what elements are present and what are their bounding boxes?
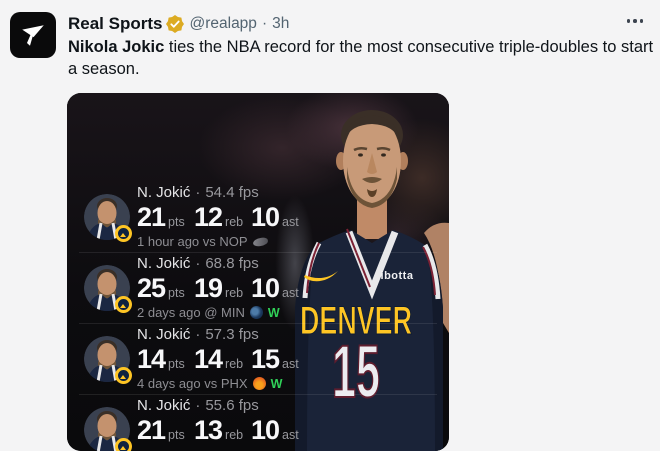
player-photo-jokic: ibotta DENVER 15 [295, 110, 449, 451]
stat-row-3: N. Jokić · 57.3 fps 14 pts 14 reb 15 ast 4 … [67, 323, 449, 394]
nuggets-logo-icon [115, 295, 132, 313]
game-meta: 4 days ago vs PHX [137, 376, 248, 391]
game-meta: 1 hour ago vs NOP [137, 234, 248, 249]
author-name[interactable]: Real Sports [68, 14, 163, 33]
stat-row-content: N. Jokić · 54.4 fps 21 pts 12 reb 10 ast 1 … [137, 184, 308, 249]
stat-row-1: N. Jokić · 54.4 fps 21 pts 12 reb 10 ast 1 … [67, 181, 449, 252]
meta-separator: · [261, 15, 268, 32]
dot-separator: · [195, 397, 201, 414]
assists-unit: ast [282, 357, 299, 371]
stats-list: N. Jokić · 54.4 fps 21 pts 12 reb 10 ast 1 … [67, 181, 449, 451]
points-value: 21 [137, 202, 166, 232]
rebounds-value: 13 [194, 415, 223, 445]
rebounds-value: 14 [194, 344, 223, 374]
player-avatar [84, 193, 132, 242]
pelicans-logo-icon [252, 236, 269, 247]
nuggets-logo-icon [115, 437, 132, 451]
rebounds-unit: reb [225, 357, 244, 371]
player-name: N. Jokić [137, 184, 191, 201]
points-unit: pts [168, 428, 185, 442]
assists-unit: ast [282, 428, 299, 442]
post-text-bold: Nikola Jokic [68, 38, 165, 56]
assists-value: 10 [251, 273, 280, 303]
game-result: W [270, 376, 283, 391]
rebounds-unit: reb [225, 215, 244, 229]
player-name: N. Jokić [137, 326, 191, 343]
jersey-team-wordmark: DENVER [300, 299, 412, 343]
assists-value: 10 [251, 202, 280, 232]
player-avatar [84, 406, 132, 451]
nuggets-logo-icon [115, 366, 132, 384]
more-options-button[interactable] [624, 16, 647, 26]
assists-unit: ast [282, 286, 299, 300]
rebounds-unit: reb [225, 428, 244, 442]
points-value: 21 [137, 415, 166, 445]
post-header: Real Sports @realapp · 3h [68, 13, 289, 35]
stat-row-content: N. Jokić · 68.8 fps 25 pts 19 reb 10 ast 2 … [137, 255, 308, 320]
nike-swoosh-icon [304, 271, 338, 282]
more-ellipsis-icon [626, 19, 630, 23]
suns-logo-icon [252, 377, 266, 390]
fantasy-points: 57.3 fps [205, 326, 259, 343]
post-text: Nikola Jokic ties the NBA record for the… [68, 36, 656, 80]
author-handle[interactable]: @realapp [189, 15, 257, 32]
points-unit: pts [168, 357, 185, 371]
rebounds-value: 12 [194, 202, 223, 232]
gold-verified-badge-icon [166, 15, 185, 33]
real-app-logo-icon [22, 25, 44, 46]
jersey-number: 15 [332, 330, 380, 413]
game-result: W [267, 305, 280, 320]
points-unit: pts [168, 286, 185, 300]
points-unit: pts [168, 215, 185, 229]
rebounds-value: 19 [194, 273, 223, 303]
assists-value: 10 [251, 415, 280, 445]
timberwolves-logo-icon [249, 306, 263, 319]
author-avatar[interactable] [10, 12, 56, 58]
stat-row-4: N. Jokić · 55.6 fps 21 pts 13 reb 10 ast [67, 394, 449, 451]
game-meta: 2 days ago @ MIN [137, 305, 245, 320]
player-avatar [84, 264, 132, 313]
fantasy-points: 68.8 fps [205, 255, 259, 272]
post-text-rest: ties the NBA record for the most consecu… [68, 38, 654, 78]
player-name: N. Jokić [137, 255, 191, 272]
author-meta[interactable]: @realapp · 3h [189, 15, 289, 33]
stat-row-content: N. Jokić · 57.3 fps 14 pts 14 reb 15 ast 4 … [137, 326, 308, 391]
player-avatar [84, 335, 132, 384]
player-name: N. Jokić [137, 397, 191, 414]
media-image-card[interactable]: ibotta DENVER 15 [67, 93, 449, 451]
points-value: 14 [137, 344, 166, 374]
nuggets-logo-icon [115, 224, 132, 242]
assists-unit: ast [282, 215, 299, 229]
dot-separator: · [195, 255, 201, 272]
fantasy-points: 55.6 fps [205, 397, 259, 414]
dot-separator: · [195, 184, 201, 201]
rebounds-unit: reb [225, 286, 244, 300]
dot-separator: · [195, 326, 201, 343]
more-ellipsis-icon [639, 19, 643, 23]
jersey-sponsor-text: ibotta [381, 270, 414, 282]
points-value: 25 [137, 273, 166, 303]
fantasy-points: 54.4 fps [205, 184, 259, 201]
assists-value: 15 [251, 344, 280, 374]
more-ellipsis-icon [633, 19, 637, 23]
stat-row-2: N. Jokić · 68.8 fps 25 pts 19 reb 10 ast 2 … [67, 252, 449, 323]
stat-row-content: N. Jokić · 55.6 fps 21 pts 13 reb 10 ast [137, 397, 308, 451]
post-timestamp[interactable]: 3h [272, 15, 290, 32]
